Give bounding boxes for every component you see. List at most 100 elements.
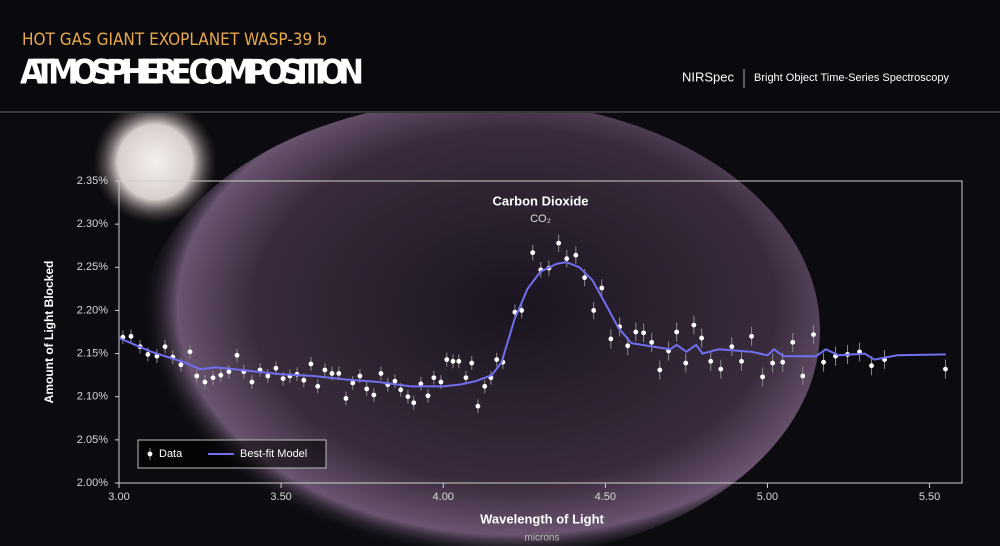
legend-label: Best-fit Model <box>240 448 307 460</box>
data-point <box>821 359 826 365</box>
data-point <box>573 252 579 258</box>
data-point <box>811 332 816 337</box>
data-point <box>683 360 689 366</box>
data-point <box>411 400 417 406</box>
data-point <box>280 376 286 381</box>
x-tick-label: 4.50 <box>595 491 616 503</box>
model-line <box>118 261 946 388</box>
data-point <box>322 367 328 373</box>
backdrop <box>0 113 1000 546</box>
annotation-formula: CO₂ <box>530 213 551 225</box>
data-point <box>674 329 680 335</box>
data-point <box>625 343 631 349</box>
data-point <box>943 366 948 372</box>
data-point <box>869 363 874 369</box>
annotation: Carbon Dioxide <box>492 193 588 208</box>
data-point <box>145 352 151 357</box>
data-point <box>343 396 349 401</box>
data-point <box>425 393 431 399</box>
data-point <box>749 333 754 339</box>
y-tick-label: 2.05% <box>77 434 108 446</box>
data-point <box>234 352 240 358</box>
data-point <box>556 240 562 246</box>
data-point <box>691 322 697 328</box>
data-point <box>450 358 456 364</box>
y-tick-label: 2.35% <box>77 175 108 187</box>
data-point <box>475 403 481 409</box>
data-point <box>456 358 462 364</box>
data-point <box>308 361 314 367</box>
data-point <box>591 308 597 313</box>
x-tick-label: 3.00 <box>108 491 129 503</box>
legend-label: Data <box>159 448 183 460</box>
data-point <box>128 333 134 339</box>
data-point <box>392 378 398 384</box>
data-point <box>641 330 647 336</box>
data-point <box>378 371 384 376</box>
data-point <box>226 369 232 375</box>
y-tick-label: 2.10% <box>77 391 108 403</box>
data-point <box>633 329 639 335</box>
data-point <box>494 357 500 363</box>
data-point <box>273 365 279 371</box>
data-point <box>194 373 200 379</box>
data-point <box>249 379 255 385</box>
x-tick-label: 4.00 <box>433 491 454 503</box>
x-axis-unit: microns <box>524 533 559 544</box>
data-point <box>187 349 193 355</box>
data-point <box>482 383 488 389</box>
page-title: ATMOSPHERE COMPOSITION <box>20 53 364 93</box>
data-point <box>265 373 271 379</box>
x-tick-label: 3.50 <box>270 491 291 503</box>
data-point <box>350 380 356 386</box>
data-point <box>800 373 806 379</box>
data-point <box>564 256 570 262</box>
data-point <box>729 344 735 350</box>
data-point <box>657 367 663 373</box>
x-tick-label: 5.50 <box>919 491 940 503</box>
data-point <box>178 362 184 368</box>
data-point <box>418 381 424 387</box>
data-point <box>770 360 776 366</box>
data-point <box>780 359 786 365</box>
data-point <box>210 375 216 381</box>
data-point <box>438 379 444 385</box>
data-point <box>599 285 605 291</box>
plot-frame <box>118 180 963 484</box>
legend-dot <box>147 451 153 457</box>
data-point <box>315 383 321 389</box>
y-tick-label: 2.15% <box>77 347 108 359</box>
data-point <box>357 373 363 379</box>
data-point <box>790 339 796 345</box>
data-point <box>301 377 307 383</box>
data-point <box>162 344 168 350</box>
instrument: NIRSpec <box>682 69 735 84</box>
data-point <box>718 366 724 372</box>
data-point <box>708 358 714 364</box>
data-point <box>463 375 469 381</box>
data-point <box>371 392 377 398</box>
y-tick-label: 2.30% <box>77 218 108 230</box>
data-point <box>364 386 370 392</box>
x-axis-label: Wavelength of Light <box>480 511 604 526</box>
data-point <box>760 374 765 380</box>
data-point <box>202 379 208 385</box>
y-tick-label: 2.25% <box>77 261 108 273</box>
data-point <box>431 375 437 381</box>
y-axis-label: Amount of Light Blocked <box>42 261 56 404</box>
kicker: HOT GAS GIANT EXOPLANET WASP-39 b <box>22 30 327 50</box>
data-point <box>405 394 411 400</box>
data-point <box>608 336 614 342</box>
data-point <box>530 250 536 256</box>
data-point <box>218 372 224 378</box>
data-point <box>444 357 450 363</box>
data-point <box>398 387 404 393</box>
y-tick-label: 2.20% <box>77 304 108 316</box>
data-point <box>582 275 587 281</box>
data-point <box>469 360 475 366</box>
data-point <box>329 371 335 376</box>
y-tick-label: 2.00% <box>77 477 108 489</box>
data-point <box>739 358 744 364</box>
mode: Bright Object Time-Series Spectroscopy <box>754 72 950 84</box>
x-tick-label: 5.00 <box>757 491 778 503</box>
